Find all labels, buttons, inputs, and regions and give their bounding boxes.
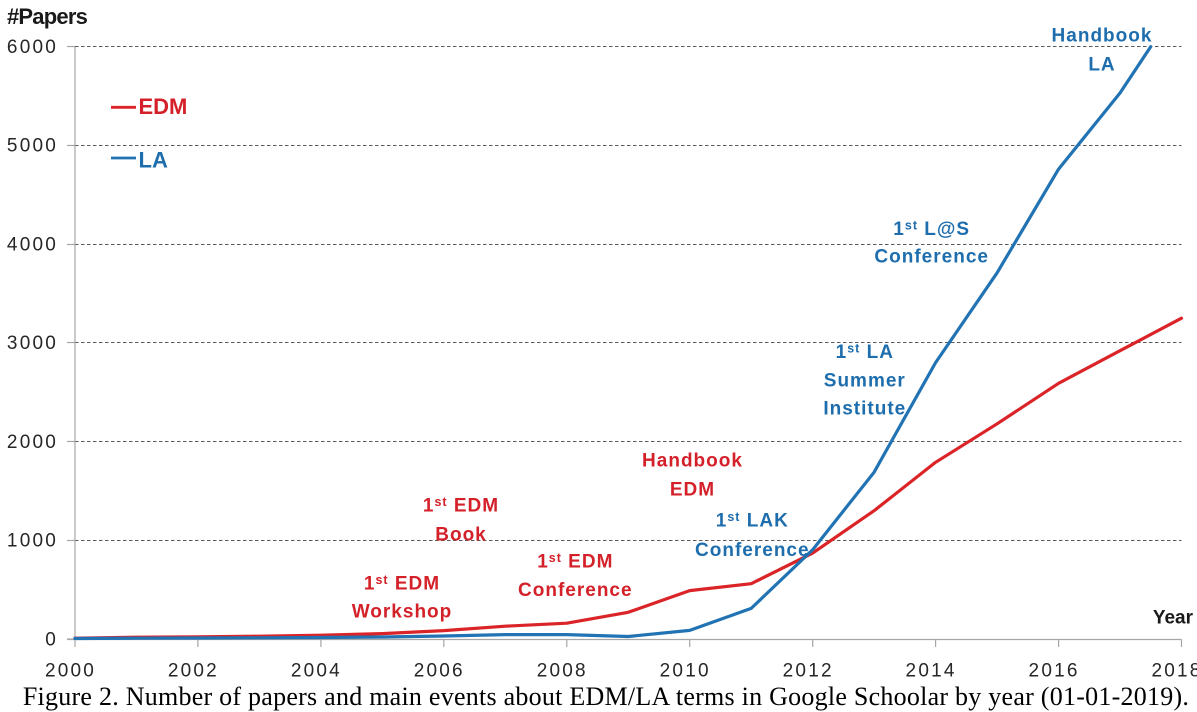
svg-text:3000: 3000	[7, 333, 58, 354]
svg-text:LA: LA	[1088, 55, 1115, 76]
svg-text:1st EDM: 1st EDM	[364, 573, 440, 595]
svg-text:Institute: Institute	[823, 399, 906, 420]
svg-text:6000: 6000	[7, 37, 58, 58]
svg-text:Handbook: Handbook	[1052, 26, 1153, 47]
svg-text:Workshop: Workshop	[352, 601, 453, 622]
svg-text:1st L@S: 1st L@S	[893, 219, 970, 241]
svg-text:2006: 2006	[414, 660, 465, 681]
svg-text:1st LA: 1st LA	[836, 342, 894, 364]
svg-text:EDM: EDM	[670, 479, 715, 500]
svg-text:2002: 2002	[168, 660, 219, 681]
svg-text:Conference: Conference	[695, 540, 810, 561]
svg-text:2018: 2018	[1151, 660, 1197, 681]
svg-text:#Papers: #Papers	[7, 4, 88, 29]
svg-text:Conference: Conference	[518, 580, 633, 601]
svg-text:LA: LA	[139, 147, 168, 172]
svg-text:Figure 2. Number of papers and: Figure 2. Number of papers and main even…	[23, 682, 1189, 711]
svg-text:2012: 2012	[783, 660, 834, 681]
svg-text:2014: 2014	[906, 660, 957, 681]
svg-text:1st EDM: 1st EDM	[537, 551, 613, 573]
svg-text:1000: 1000	[7, 531, 58, 552]
svg-text:2010: 2010	[660, 660, 711, 681]
svg-text:2000: 2000	[45, 660, 96, 681]
svg-text:EDM: EDM	[139, 94, 188, 119]
svg-text:2004: 2004	[291, 660, 342, 681]
svg-text:2008: 2008	[537, 660, 588, 681]
svg-text:Conference: Conference	[874, 247, 989, 268]
svg-text:Summer: Summer	[824, 371, 906, 392]
svg-text:5000: 5000	[7, 136, 58, 157]
svg-text:2016: 2016	[1029, 660, 1080, 681]
svg-text:1st EDM: 1st EDM	[423, 495, 499, 517]
svg-text:Year: Year	[1153, 608, 1194, 629]
svg-text:0: 0	[45, 629, 58, 650]
svg-text:Book: Book	[435, 524, 487, 545]
svg-text:4000: 4000	[7, 234, 58, 255]
svg-text:1st LAK: 1st LAK	[716, 510, 789, 532]
svg-text:2000: 2000	[7, 432, 58, 453]
svg-text:Handbook: Handbook	[642, 451, 743, 472]
